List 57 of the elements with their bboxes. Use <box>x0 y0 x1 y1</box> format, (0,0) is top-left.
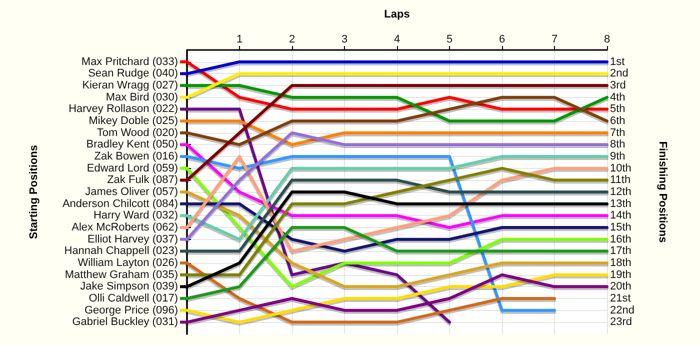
text: Starting Positions <box>28 144 40 240</box>
legend-label: Olli Caldwell (017) <box>88 292 178 304</box>
y-tick-label: 22nd <box>610 304 634 316</box>
y-tick-label: 12th <box>610 186 632 198</box>
legend-label: Elliot Harvey (037) <box>88 233 178 246</box>
legend-label: Matthew Graham (035) <box>64 268 178 281</box>
legend-label: Max Bird (030) <box>106 91 178 104</box>
x-tick-label: 4 <box>394 34 400 46</box>
legend-label: Tom Wood (020) <box>96 126 178 139</box>
x-tick-label: 6 <box>498 34 506 46</box>
y-tick-label: 16th <box>610 233 632 246</box>
y-tick-label: 21st <box>610 292 631 304</box>
y-tick-label: 5th <box>610 103 626 116</box>
y-tick-label: 10th <box>610 162 632 174</box>
y-tick-label: 3rd <box>610 80 626 92</box>
y-tick-label: 14th <box>610 210 632 222</box>
y-tick-label: 20th <box>610 280 632 293</box>
x-axis-title: Laps <box>384 8 410 20</box>
x-tick-label: 5 <box>446 34 453 46</box>
y-tick-label: 19th <box>610 268 632 281</box>
legend-label: Jake Simpson (039) <box>80 280 178 293</box>
legend-label: James Oliver (057) <box>85 186 178 198</box>
legend-label: Harry Ward (032) <box>93 210 178 222</box>
x-tick-label: 2 <box>288 34 296 46</box>
y-tick-label: 4th <box>610 91 626 104</box>
legend-label: William Layton (026) <box>78 257 178 269</box>
legend-label: Hannah Chappell (023) <box>64 245 178 258</box>
y-tick-label: 23rd <box>610 316 632 328</box>
y-tick-label: 11th <box>610 174 631 186</box>
y-tick-label: 13th <box>610 198 632 210</box>
y-tick-label: 1st <box>610 56 625 68</box>
y-tick-label: 7th <box>610 126 626 139</box>
y-tick-label: 15th <box>610 222 632 234</box>
legend-label: Anderson Chilcott (084) <box>62 198 178 210</box>
legend-label: Alex McRoberts (062) <box>72 222 178 234</box>
y-tick-label: 2nd <box>610 68 628 80</box>
y-tick-label: 9th <box>610 150 626 162</box>
legend-label: Harvey Rollason (022) <box>68 103 178 116</box>
legend-label: Zak Bowen (016) <box>94 150 178 162</box>
x-tick-label: 7 <box>551 34 558 46</box>
legend-label: George Price (096) <box>84 304 178 316</box>
legend-label: Edward Lord (059) <box>86 162 178 174</box>
x-tick-label: 1 <box>236 34 243 46</box>
legend-label: Zak Fulk (087) <box>107 174 178 186</box>
legend-label: Sean Rudge (040) <box>88 68 178 80</box>
legend-label: Max Pritchard (033) <box>81 56 178 68</box>
x-tick-label: 3 <box>341 34 348 46</box>
y-tick-label: 18th <box>610 257 632 269</box>
y-tick-label: 17th <box>610 245 632 258</box>
y-tick-label: 6th <box>610 115 626 127</box>
legend-label: Gabriel Buckley (031) <box>72 316 178 328</box>
legend-label: Bradley Kent (050) <box>86 138 178 151</box>
y-axis-title: Finishing Positions <box>656 141 668 243</box>
x-tick-label: 8 <box>604 34 610 46</box>
legend-label: Mikey Doble (025) <box>88 115 178 127</box>
y-tick-label: 8th <box>610 138 626 151</box>
legend-label: Kieran Wragg (027) <box>82 80 178 92</box>
